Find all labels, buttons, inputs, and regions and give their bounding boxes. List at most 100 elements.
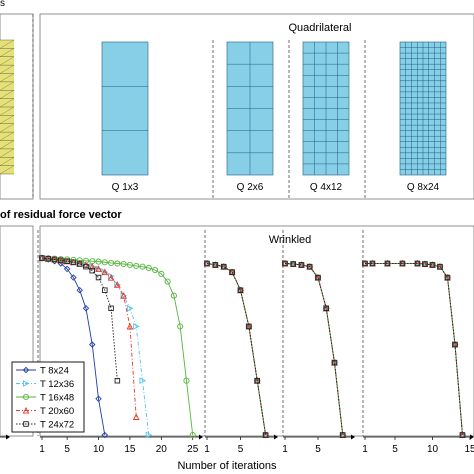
data-point <box>64 258 70 264</box>
data-point <box>369 260 376 267</box>
data-point <box>151 266 159 274</box>
data-point <box>76 261 83 267</box>
data-point <box>212 262 219 268</box>
x-tick-label: 15 <box>464 444 474 455</box>
data-point <box>114 377 121 384</box>
data-point <box>70 259 77 266</box>
triangle-mesh-panel <box>0 13 34 200</box>
mesh-line <box>0 123 15 133</box>
mesh-line <box>0 73 15 83</box>
data-point <box>315 274 321 281</box>
series-t-24x72 <box>362 260 466 438</box>
mesh-line <box>0 81 15 91</box>
quad-mesh-q-8x24: Q 8x24 <box>399 41 447 193</box>
data-point <box>107 273 115 281</box>
data-point <box>237 287 244 293</box>
x-tick-label: 15 <box>124 444 136 455</box>
data-point <box>444 274 451 281</box>
x-tick-label: 5 <box>64 444 70 455</box>
mesh-label: Q 1x3 <box>112 182 139 193</box>
x-tick-label: 5 <box>392 444 398 455</box>
legend-label: T 16x48 <box>40 393 74 404</box>
axis-arrow <box>6 434 10 440</box>
quadrilateral-panel: Quadrilateral Q 1x3 Q 2x6 Q 4x12 Q 8x24 <box>39 13 474 200</box>
x-tick-label: 5 <box>315 444 321 455</box>
data-point <box>58 257 64 264</box>
data-point <box>323 305 330 312</box>
data-point <box>82 305 90 312</box>
data-point <box>189 431 196 439</box>
quadrilateral-title: Quadrilateral <box>289 22 352 34</box>
series-line <box>365 263 463 436</box>
data-point <box>340 432 346 438</box>
data-point <box>76 286 83 294</box>
data-point <box>82 261 90 268</box>
x-axis-label: Number of iterations <box>177 460 277 472</box>
axis-arrow <box>199 434 203 440</box>
x-tick-label: 25 <box>187 444 199 455</box>
legend: T 8x24 T 12x36 T 16x48 T 20x60 T 24x72 <box>11 361 85 433</box>
bottom-heading: of residual force vector <box>0 209 122 221</box>
mesh-line <box>0 56 15 66</box>
data-point <box>88 263 96 270</box>
data-point <box>120 292 127 299</box>
data-point <box>95 274 102 281</box>
series-t-24x72 <box>39 255 121 384</box>
data-point <box>414 260 421 267</box>
mesh-line <box>0 48 15 57</box>
axis-arrow <box>470 434 474 440</box>
data-point <box>170 292 177 299</box>
x-tick-label: 10 <box>93 444 105 455</box>
x-tick-label: 1 <box>39 444 45 455</box>
data-point <box>76 257 83 264</box>
legend-item: T 20x60 <box>16 406 74 417</box>
series-line <box>284 263 344 436</box>
data-point <box>89 341 96 348</box>
mesh-line <box>0 140 15 150</box>
mesh-label: Q 8x24 <box>407 182 440 193</box>
data-point <box>63 265 71 273</box>
data-point <box>70 274 77 281</box>
data-point <box>95 265 103 273</box>
data-point <box>83 263 89 270</box>
data-point <box>133 323 140 330</box>
data-point <box>95 395 102 403</box>
corner-label: s <box>0 0 5 9</box>
legend-label: T 12x36 <box>40 379 74 390</box>
x-tick-label: 1 <box>282 444 288 455</box>
data-point <box>422 261 428 267</box>
wrinkled-title: Wrinkled <box>269 234 312 246</box>
data-point <box>384 260 391 267</box>
mesh-line <box>0 39 15 49</box>
legend-item: T 16x48 <box>16 393 74 404</box>
data-point <box>229 269 235 275</box>
x-tick-label: 10 <box>427 444 439 455</box>
data-point <box>132 413 140 420</box>
data-point <box>177 323 184 330</box>
quad-mesh-q-4x12: Q 4x12 <box>302 41 350 193</box>
data-point <box>204 260 210 267</box>
data-point <box>101 268 109 276</box>
data-point <box>429 262 436 268</box>
legend-label: T 20x60 <box>40 406 74 417</box>
data-point <box>45 255 52 262</box>
data-point <box>145 431 153 439</box>
data-point <box>246 323 252 330</box>
legend-label: T 8x24 <box>40 366 69 377</box>
quad-mesh-q-2x6: Q 2x6 <box>226 41 274 193</box>
data-point <box>89 267 95 274</box>
data-point <box>114 281 121 289</box>
x-tick-label: 1 <box>204 444 210 455</box>
x-tick-label: 5 <box>238 444 244 455</box>
chart-group-1: 1 5 10 15 20 25 <box>37 230 203 455</box>
data-point <box>126 304 134 312</box>
chart-group-4: 1 5 10 15 <box>361 230 474 455</box>
mesh-line <box>0 131 15 141</box>
mesh-body <box>101 41 149 176</box>
legend-item: T 24x72 <box>16 420 74 431</box>
x-tick-label: 20 <box>156 444 168 455</box>
data-point <box>22 366 30 374</box>
mesh-label: Q 2x6 <box>237 182 264 193</box>
